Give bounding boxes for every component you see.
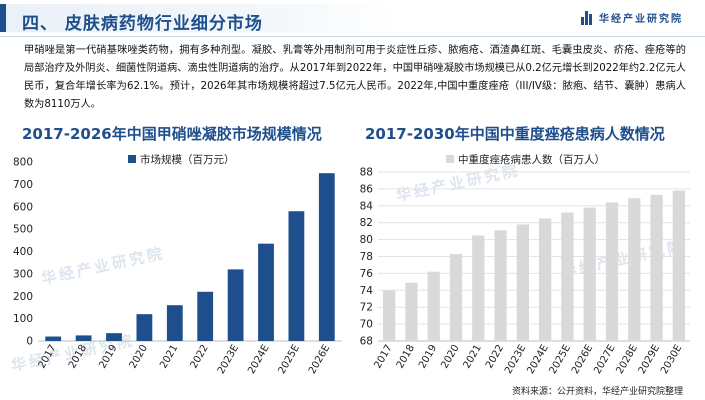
x-tick-label: 2020 [439,343,461,371]
source-note: 资料来源：公开资料，华经产业研究院整理 [511,387,683,397]
bar [539,218,552,341]
x-tick-label: 2019 [97,343,119,371]
y-tick-label: 500 [13,224,33,236]
x-tick-label: 2022 [484,343,506,371]
x-tick-label: 2024E [246,343,271,376]
y-tick-label: 76 [360,268,374,280]
page-title: 四、 皮肤病药物行业细分市场 [22,14,263,34]
header-divider [0,36,705,37]
y-tick-label: 70 [360,319,373,331]
brand: 华经产业研究院 [581,10,683,25]
x-tick-label: 2021 [158,343,180,371]
y-tick-label: 600 [13,201,33,213]
y-tick-label: 80 [360,234,373,246]
chart-title-right: 2017-2030年中国中重度痤疮患病人数情况 [365,125,665,143]
x-tick-label: 2017 [372,343,394,371]
y-tick-label: 72 [360,302,373,314]
bar [561,212,574,341]
x-tick-label: 2026E [307,343,332,376]
brand-name: 华经产业研究院 [599,14,683,25]
x-tick-label: 2022 [189,343,211,371]
bar [318,173,335,341]
x-tick-label: 2017 [37,343,59,371]
bar [166,305,183,341]
x-tick-label: 2018 [395,343,417,371]
x-tick-label: 2018 [67,343,89,371]
y-tick-label: 68 [360,336,373,348]
legend-label: 中重度痤疮病患人数（百万人） [458,153,605,166]
bar [45,336,62,341]
y-tick-label: 78 [360,251,373,263]
bar [472,235,485,341]
bar [605,202,619,341]
section-title-box: 四、 皮肤病药物行业细分市场 [0,4,396,34]
y-tick-label: 74 [360,285,374,297]
market-size-chart: 0 100 200 300 400 500 600 700 800 市场规模（百万元） 2017 20… [13,153,342,376]
bar [227,269,244,341]
intro-paragraph: 甲硝唑是第一代硝基咪唑类药物，拥有多种剂型。凝胶、乳膏等外用制剂可用于炎症性丘疹… [24,45,686,110]
bar [516,224,529,341]
y-tick-label: 300 [13,268,33,280]
acne-patients-chart: 68 70 72 74 76 78 80 82 84 86 88 中重度痤疮病患人数（百万人） 2017… [360,153,690,376]
bar [197,291,214,341]
x-tick-label: 2021 [462,343,484,371]
bar [583,207,596,341]
brand-logo-icon [581,10,593,25]
y-tick-label: 86 [360,183,374,195]
header-bar: 四、 皮肤病药物行业细分市场 华经产业研究院 [0,0,705,34]
bar [427,271,440,341]
bar [494,230,507,341]
legend-label: 市场规模（百万元） [140,153,235,166]
y-tick-label: 800 [13,157,33,169]
bar [136,314,153,341]
y-tick-label: 0 [26,336,33,348]
legend-swatch [446,155,454,163]
x-tick-label: 2019 [417,343,439,371]
y-tick-label: 200 [13,291,33,303]
x-tick-label: 2020 [128,343,150,371]
bar [288,211,305,341]
bar [672,190,685,341]
y-tick-label: 84 [360,200,374,212]
bar [449,253,463,341]
bar [106,333,122,341]
y-tick-label: 100 [13,313,33,325]
bar [258,243,274,341]
y-tick-label: 400 [13,246,33,258]
y-tick-label: 88 [360,167,373,179]
x-tick-label: 2030E [659,343,684,376]
x-tick-label: 2025E [277,343,302,376]
y-tick-label: 700 [13,179,33,191]
x-tick-label: 2023E [216,343,241,376]
bar [75,335,92,341]
bar [650,194,663,341]
chart-title-left: 2017-2026年中国甲硝唑凝胶市场规模情况 [22,125,322,143]
legend-swatch [128,155,136,163]
bar [628,198,641,341]
bar [405,282,418,341]
y-tick-label: 82 [360,217,373,229]
bar [383,290,396,341]
